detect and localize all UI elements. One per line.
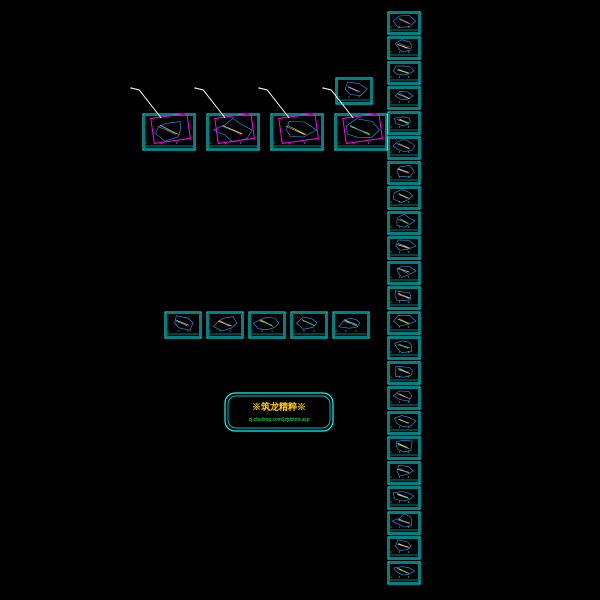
leader-endpoint xyxy=(130,87,132,89)
drawing-thumbnail[interactable] xyxy=(388,387,420,409)
drawing-thumbnail[interactable] xyxy=(388,487,420,509)
drawing-thumbnail[interactable] xyxy=(333,312,369,338)
drawing-thumbnail[interactable] xyxy=(388,12,420,34)
drawing-thumbnail[interactable] xyxy=(336,78,372,104)
selection-box xyxy=(279,113,319,143)
drawing-thumbnail[interactable] xyxy=(388,37,420,59)
drawing-thumbnail[interactable] xyxy=(249,312,285,338)
drawing-thumbnail[interactable] xyxy=(388,287,420,309)
drawing-thumbnail[interactable] xyxy=(143,113,195,150)
cad-sheet-canvas: ※筑龙精粹※ zj.zhulong.com/jzjdztml.asp xyxy=(0,0,600,600)
drawing-thumbnail[interactable] xyxy=(207,312,243,338)
drawing-thumbnail[interactable] xyxy=(335,113,387,150)
drawing-thumbnail[interactable] xyxy=(388,162,420,184)
selection-box xyxy=(151,113,191,143)
drawing-thumbnail[interactable] xyxy=(165,312,201,338)
leader-endpoint xyxy=(258,87,260,89)
drawing-thumbnail[interactable] xyxy=(388,212,420,234)
drawing-thumbnail[interactable] xyxy=(388,237,420,259)
title-sub: zj.zhulong.com/jzjdztml.asp xyxy=(249,417,310,423)
drawing-thumbnail[interactable] xyxy=(388,262,420,284)
drawing-thumbnail[interactable] xyxy=(388,437,420,459)
selection-box xyxy=(343,113,383,143)
title-main: ※筑龙精粹※ xyxy=(252,401,306,412)
drawing-thumbnail[interactable] xyxy=(388,537,420,559)
leader-endpoint xyxy=(322,87,324,89)
drawing-thumbnail[interactable] xyxy=(388,462,420,484)
drawing-thumbnail[interactable] xyxy=(388,312,420,334)
drawing-thumbnail[interactable] xyxy=(388,137,420,159)
drawing-thumbnail[interactable] xyxy=(291,312,327,338)
drawing-thumbnail[interactable] xyxy=(388,412,420,434)
leader-endpoint xyxy=(194,87,196,89)
drawing-thumbnail[interactable] xyxy=(388,562,420,584)
drawing-thumbnail[interactable] xyxy=(388,187,420,209)
drawing-thumbnail[interactable] xyxy=(388,362,420,384)
drawing-thumbnail[interactable] xyxy=(388,87,420,109)
title-block: ※筑龙精粹※ zj.zhulong.com/jzjdztml.asp xyxy=(225,393,333,431)
drawing-thumbnail[interactable] xyxy=(207,113,259,150)
drawing-thumbnail[interactable] xyxy=(388,112,420,134)
drawing-thumbnail[interactable] xyxy=(271,113,323,150)
drawing-thumbnail[interactable] xyxy=(388,62,420,84)
drawing-thumbnail[interactable] xyxy=(388,512,420,534)
drawing-thumbnail[interactable] xyxy=(388,337,420,359)
